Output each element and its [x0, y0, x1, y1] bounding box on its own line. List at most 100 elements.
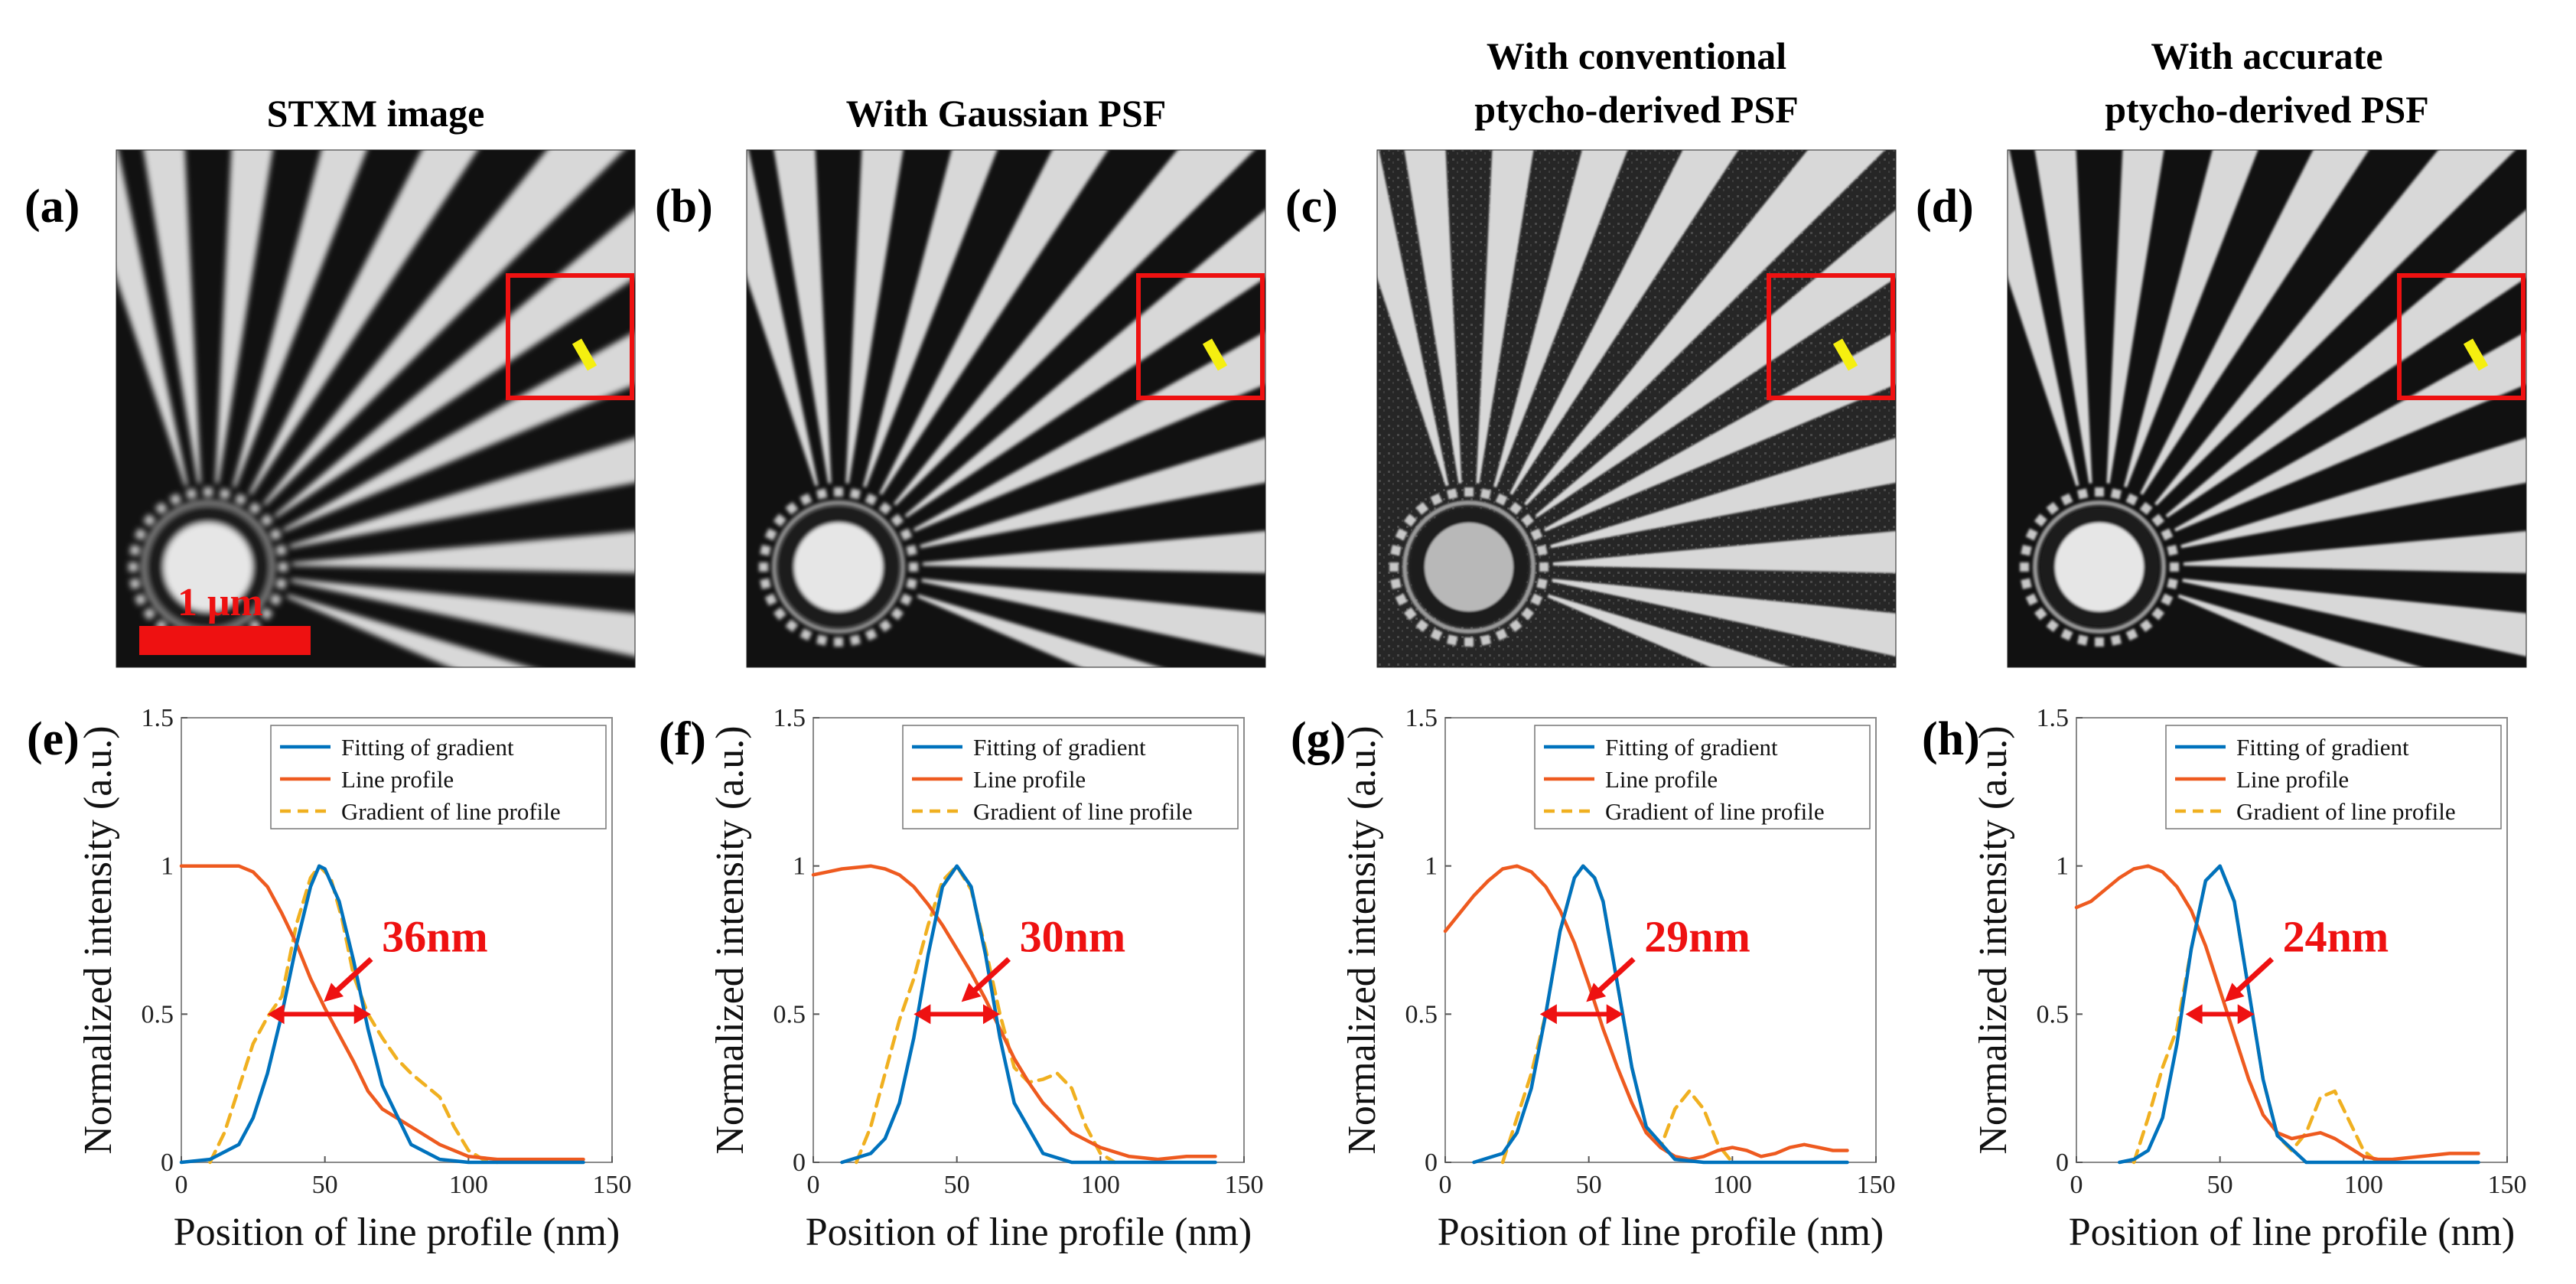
- panel-label: (d): [1916, 181, 1974, 233]
- hub-ring-segment: [1430, 628, 1443, 641]
- star-spoke: [282, 331, 635, 532]
- y-tick-label: 0.5: [2037, 1000, 2070, 1028]
- star-spoke: [2034, 150, 2092, 484]
- line-profile-marker: [572, 338, 598, 371]
- star-spoke: [894, 150, 1255, 506]
- hub-ring-segment: [1521, 607, 1535, 621]
- star-spoke: [143, 150, 201, 484]
- y-tick-label: 0: [161, 1149, 174, 1177]
- fwhm-label: 36nm: [382, 911, 488, 961]
- x-tick-label: 50: [944, 1171, 970, 1199]
- panel-title: With accurate: [2151, 34, 2382, 77]
- hub-ring-segment: [834, 487, 843, 497]
- hub-ring-segment: [169, 493, 182, 506]
- legend-box: [2165, 725, 2502, 829]
- hub-ring-segment: [764, 528, 777, 541]
- pointer-arrow-head: [961, 983, 982, 1002]
- y-tick-label: 0: [2056, 1149, 2069, 1177]
- x-tick-label: 50: [312, 1171, 338, 1199]
- hub-ring-segment: [2077, 634, 2089, 646]
- hub-ring-segment: [878, 501, 892, 515]
- fwhm-label: 24nm: [2283, 911, 2389, 961]
- image-border: [1376, 149, 1897, 668]
- x-axis-label: Position of line profile (nm): [806, 1211, 1252, 1254]
- star-spoke: [2180, 438, 2526, 549]
- hub-ring-segment: [142, 513, 156, 527]
- star-spoke: [2182, 578, 2526, 657]
- hub-ring-segment: [906, 545, 917, 556]
- hub-ring-segment: [1389, 562, 1399, 572]
- fwhm-arrow-head: [1606, 1004, 1623, 1025]
- hub-ring-segment: [204, 487, 213, 497]
- fwhm-label: 29nm: [1644, 911, 1750, 961]
- scale-bar: [139, 626, 311, 655]
- star-spoke: [2183, 530, 2526, 573]
- star-spoke: [2008, 150, 2079, 487]
- star-spoke: [2165, 210, 2526, 518]
- x-tick-label: 100: [449, 1171, 488, 1199]
- star-spoke: [249, 150, 478, 495]
- star-spoke: [773, 150, 832, 484]
- hub-ring-segment: [891, 513, 904, 527]
- siemens-star-image: [2008, 150, 2526, 667]
- star-spoke: [291, 530, 635, 573]
- hub-ring-segment: [2077, 488, 2089, 500]
- hub-ring-segment: [2161, 593, 2174, 606]
- star-spoke: [116, 150, 188, 487]
- hub-ring-segment: [2060, 628, 2073, 641]
- fwhm-label: 30nm: [1020, 911, 1126, 961]
- hub-ring-segment: [2110, 634, 2122, 646]
- y-axis-label: Normalized intensity (a.u.): [77, 725, 120, 1154]
- hub-ring-segment: [2139, 619, 2153, 633]
- hub-ring-segment: [2060, 493, 2073, 506]
- scale-bar-label: 1 μm: [177, 581, 263, 624]
- axes-box: [813, 717, 1245, 1163]
- star-spoke: [1476, 150, 1534, 484]
- x-tick-label: 150: [1225, 1171, 1264, 1199]
- hub-ring-segment: [1415, 501, 1429, 515]
- hub-ring-segment: [219, 488, 230, 500]
- star-spoke: [917, 594, 1161, 667]
- hub-ring-segment: [1495, 628, 1508, 641]
- panel-title: With Gaussian PSF: [846, 92, 1167, 135]
- pointer-arrow-head: [2224, 983, 2245, 1002]
- image-border: [2007, 149, 2527, 668]
- roi-box: [506, 273, 634, 400]
- star-spoke: [922, 530, 1265, 573]
- panel-title: ptycho-derived PSF: [1474, 88, 1799, 131]
- legend-entry: Line profile: [2236, 766, 2349, 793]
- chart-panel-f: (f) 0 50 100 150 0 0.5 1 1.5 Position of line pro…: [659, 704, 1264, 1254]
- hub-ring-segment: [260, 513, 274, 527]
- x-tick-label: 0: [2070, 1171, 2083, 1199]
- hub-center: [794, 523, 883, 611]
- y-tick-label: 0: [793, 1149, 806, 1177]
- legend: Fitting of gradient Line profile Gradient …: [2165, 725, 2502, 829]
- x-tick-label: 0: [1439, 1171, 1452, 1199]
- image-border: [746, 149, 1266, 668]
- fwhm-arrow-head: [353, 1004, 371, 1025]
- hub-ring-segment: [129, 562, 138, 572]
- hub-ring-segment: [906, 578, 917, 589]
- y-tick-label: 0.5: [1405, 1000, 1438, 1028]
- hub-ring-segment: [1480, 488, 1491, 500]
- hub-ring-segment: [2110, 488, 2122, 500]
- series-fitting-of-gradient: [1472, 864, 1849, 1165]
- hub-ring-segment: [1521, 513, 1535, 527]
- star-spoke: [1552, 530, 1896, 573]
- hub-ring-segment: [891, 607, 904, 621]
- fwhm-annotation: 36nm: [267, 911, 488, 1025]
- hub-ring-segment: [834, 637, 843, 647]
- hub-ring-segment: [2034, 607, 2047, 621]
- hub-ring-segment: [1480, 634, 1491, 646]
- star-spoke: [2106, 150, 2164, 484]
- hub-ring-segment: [278, 562, 288, 572]
- hub-ring-segment: [2161, 528, 2174, 541]
- hub-ring-segment: [2125, 493, 2138, 506]
- siemens-star-image: [116, 150, 635, 667]
- x-tick-label: 150: [593, 1171, 632, 1199]
- y-tick-label: 0.5: [142, 1000, 174, 1028]
- x-tick-label: 0: [807, 1171, 820, 1199]
- roi-box: [2397, 273, 2526, 400]
